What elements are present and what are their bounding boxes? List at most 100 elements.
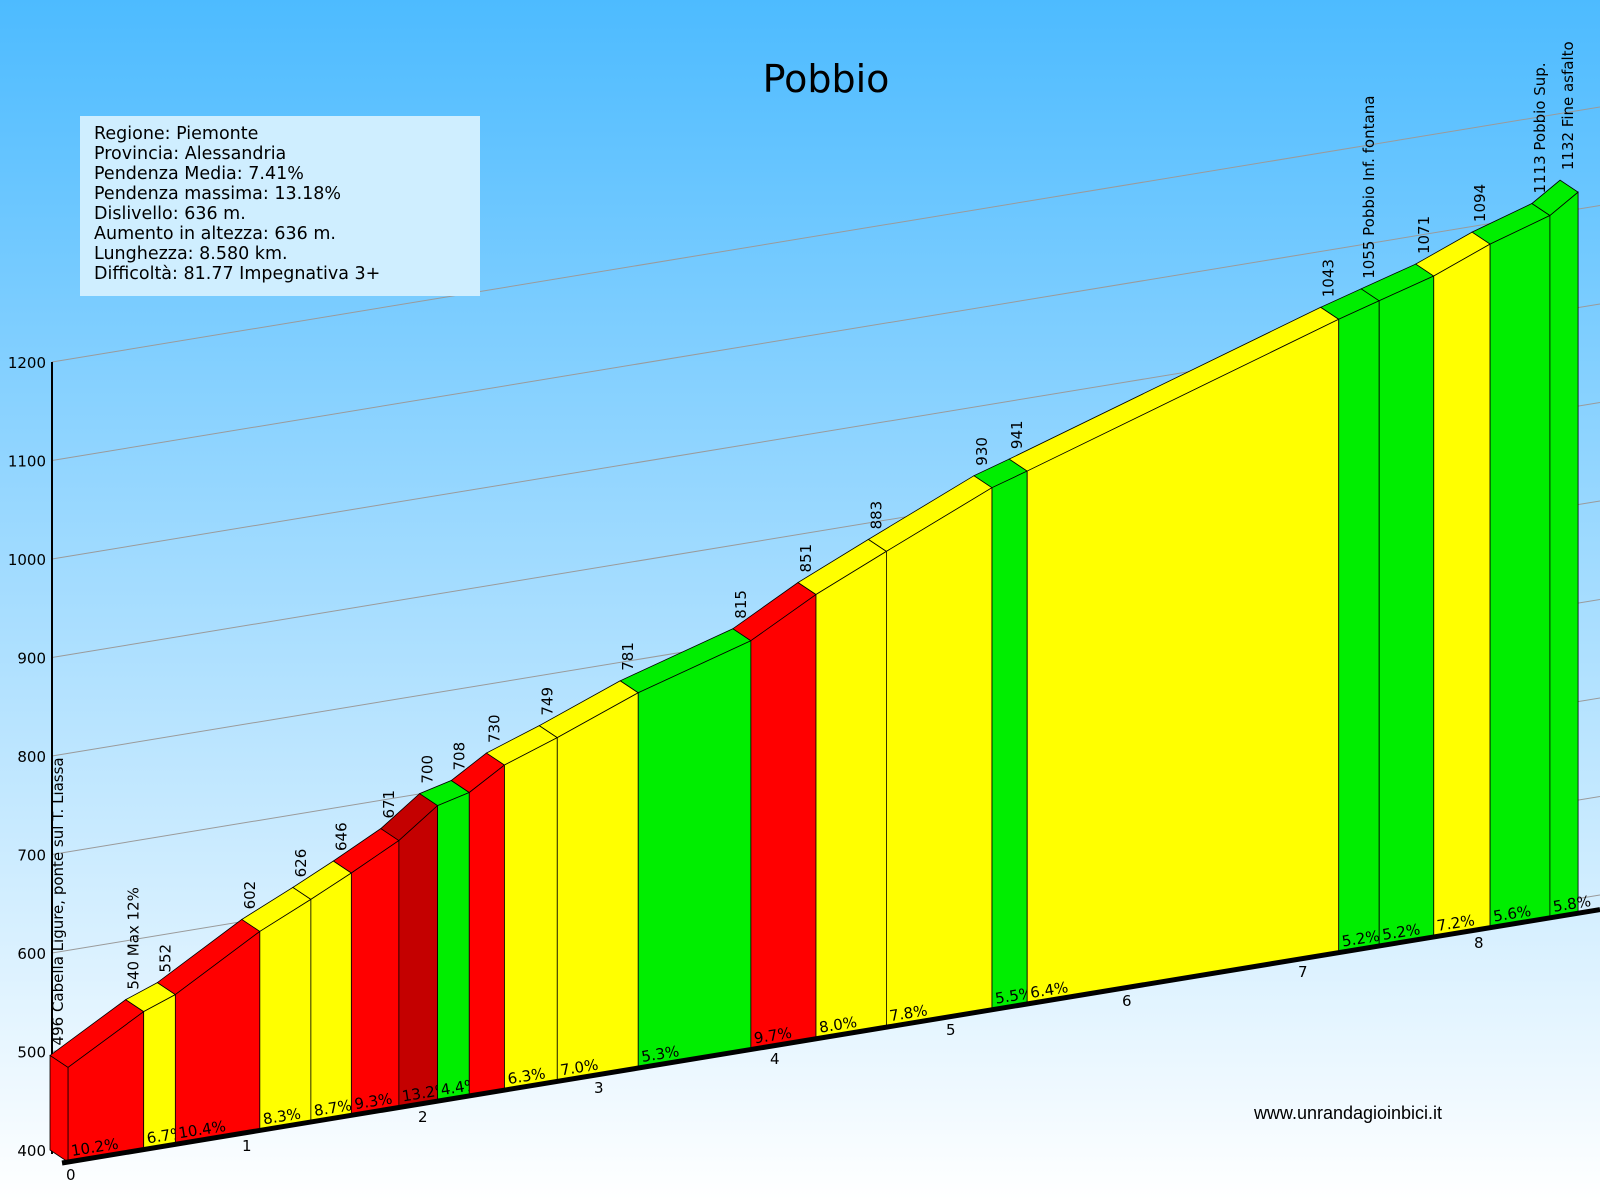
x-tick-label: 7 — [1298, 963, 1308, 981]
segment-grade-label: 9.7% — [753, 1024, 793, 1048]
altitude-label: 1043 — [1320, 259, 1338, 297]
altitude-label: 781 — [619, 642, 637, 671]
y-tick-label: 1000 — [8, 551, 46, 569]
info-total-climb: Aumento in altezza: 636 m. — [94, 224, 336, 244]
segment-grade-label: 5.3% — [640, 1042, 680, 1066]
profile-segment: 5.3% — [619, 628, 752, 1069]
info-region: Regione: Piemonte — [94, 124, 259, 144]
altitude-label: 1094 — [1471, 184, 1489, 222]
altitude-label: 883 — [867, 501, 885, 530]
profile-segment: 10.4% — [156, 918, 261, 1145]
altitude-label: 540 Max 12% — [125, 887, 143, 990]
x-tick-label: 1 — [242, 1137, 252, 1155]
altitude-label: 730 — [485, 714, 503, 743]
segment-front-face — [991, 470, 1028, 1011]
altitude-label: 671 — [380, 790, 398, 819]
altitude-label: 708 — [450, 742, 468, 771]
y-tick-label: 700 — [17, 847, 46, 865]
altitude-label: 941 — [1008, 420, 1026, 449]
profile-segment: 10.2% — [49, 999, 145, 1163]
y-tick-label: 500 — [17, 1044, 46, 1062]
y-tick-label: 900 — [17, 650, 46, 668]
ground-line — [61, 907, 1600, 1166]
altitude-label: 646 — [332, 822, 350, 851]
segment-grade-label: 7.8% — [888, 1001, 928, 1025]
segment-front-face — [1549, 191, 1579, 919]
segment-grade-label: 7.2% — [1436, 911, 1476, 935]
profile-segment: 7.8% — [867, 475, 993, 1028]
profile-segment: 8.3% — [241, 886, 312, 1131]
segment-front-face — [1378, 275, 1435, 947]
altitude-labels: 496 Cabella Ligure, ponte sul T. Liassa 5… — [49, 41, 1577, 1045]
altitude-label: 626 — [292, 849, 310, 878]
altitude-label: 815 — [732, 590, 750, 619]
altitude-label: 1132 Fine asfalto — [1559, 41, 1577, 170]
altitude-label: 1071 — [1415, 216, 1433, 254]
y-tick-label: 600 — [17, 945, 46, 963]
profile-segment: 8.0% — [797, 538, 888, 1040]
grid-line — [51, 204, 1600, 461]
segment-front-face — [750, 593, 817, 1050]
y-tick-label: 400 — [17, 1142, 46, 1160]
chart-title: Pobbio — [763, 57, 890, 101]
segment-front-face — [1338, 300, 1380, 954]
segment-grade-label: 5.2% — [1341, 927, 1381, 951]
info-elevation-gain: Dislivello: 636 m. — [94, 204, 246, 224]
profile-segment: 5.8% — [1531, 179, 1592, 919]
x-tick-label: 6 — [1122, 992, 1132, 1010]
x-tick-label: 4 — [770, 1050, 780, 1068]
profile-segment: 5.2% — [1319, 288, 1381, 954]
grid-line — [51, 106, 1600, 363]
segment-front-face — [504, 736, 558, 1091]
profile-segments: 10.2% 6.7%10.4%8.3% 8.7% 9.3% 13.2%4.4% 6.3% 7… — [49, 179, 1592, 1163]
altitude-label: 851 — [797, 544, 815, 573]
x-tick-label: 5 — [946, 1021, 956, 1039]
segment-grade-label: 6.3% — [506, 1064, 546, 1088]
segment-front-face — [815, 550, 887, 1040]
segment-front-face — [637, 640, 752, 1069]
y-axis: 400 500 600 700 800 900 1000 1100 1200 — [8, 354, 53, 1160]
profile-segment: 9.7% — [732, 582, 817, 1050]
altitude-label: 700 — [419, 755, 437, 784]
altitude-label: 1055 Pobbio Inf. fontana — [1360, 96, 1378, 279]
segment-grade-label: 8.0% — [818, 1013, 858, 1037]
y-tick-label: 800 — [17, 748, 46, 766]
profile-segment: 6.4% — [1008, 306, 1340, 1005]
segment-front-face — [437, 791, 470, 1102]
site-credit: www.unrandagioinbici.it — [1253, 1103, 1442, 1123]
info-box: Regione: Piemonte Provincia: Alessandria… — [80, 116, 480, 296]
segment-front-face — [1433, 243, 1491, 938]
segment-front-face — [556, 692, 639, 1082]
segment-front-face — [310, 872, 352, 1123]
profile-segment: 6.3% — [485, 725, 559, 1091]
segment-front-face — [259, 898, 312, 1131]
profile-segment — [450, 752, 506, 1097]
info-length: Lunghezza: 8.580 km. — [94, 244, 288, 264]
x-tick-label: 2 — [418, 1108, 428, 1126]
y-tick-label: 1100 — [8, 453, 46, 471]
baseline: 0 1 2 3 4 5 6 7 8 — [61, 907, 1600, 1184]
segment-grade-label: 5.2% — [1381, 920, 1421, 944]
segment-front-face — [468, 764, 505, 1097]
segment-side-face — [49, 1054, 69, 1163]
segment-grade-label: 7.0% — [559, 1056, 599, 1080]
info-max-grade: Pendenza massima: 13.18% — [94, 184, 342, 204]
segment-front-face — [398, 804, 439, 1108]
segment-grade-label: 9.3% — [353, 1090, 393, 1114]
altitude-label: 552 — [156, 944, 174, 973]
x-tick-label: 0 — [66, 1166, 76, 1184]
segment-front-face — [350, 839, 400, 1116]
altitude-label: 749 — [538, 687, 556, 716]
segment-grade-label: 5.8% — [1552, 892, 1592, 916]
altitude-label: 602 — [241, 881, 259, 910]
info-difficulty: Difficoltà: 81.77 Impegnativa 3+ — [94, 264, 381, 284]
x-tick-label: 3 — [594, 1079, 604, 1097]
altitude-label: 930 — [973, 437, 991, 466]
altitude-label: 496 Cabella Ligure, ponte sul T. Liassa — [49, 757, 67, 1045]
segment-grade-label: 8.7% — [313, 1096, 353, 1120]
altitude-label: 1113 Pobbio Sup. — [1531, 62, 1549, 193]
segment-grade-label: 5.6% — [1492, 902, 1532, 926]
info-province: Provincia: Alessandria — [94, 144, 287, 164]
segment-grade-label: 5.5% — [994, 984, 1034, 1008]
